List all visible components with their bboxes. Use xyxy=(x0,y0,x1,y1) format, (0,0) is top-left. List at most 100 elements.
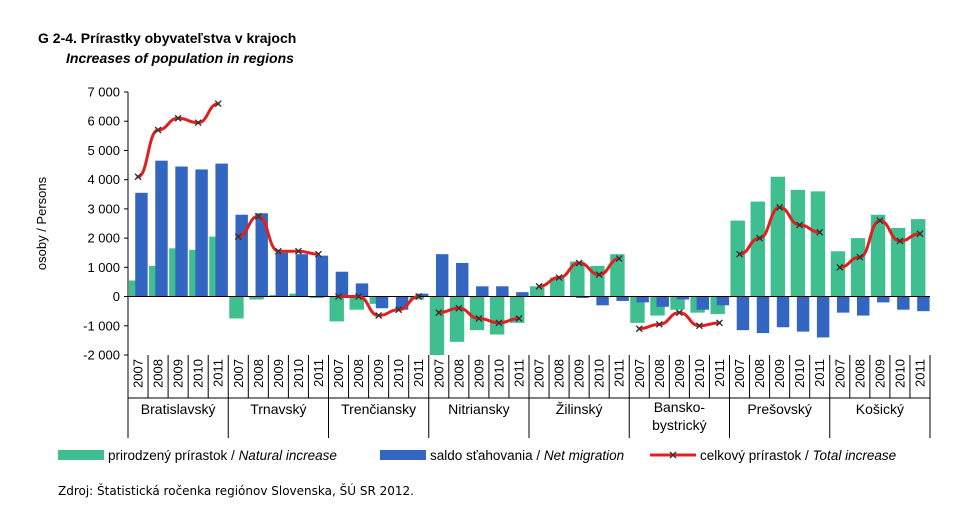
natural-bar xyxy=(449,296,465,342)
migration-bar xyxy=(315,255,329,297)
migration-bar xyxy=(516,292,529,297)
total-marker xyxy=(435,309,443,317)
region-label: bystrický xyxy=(652,417,706,433)
migration-bar xyxy=(776,296,790,328)
y-tick-label: 5 000 xyxy=(87,143,120,158)
year-label: 2007 xyxy=(331,359,346,388)
year-label: 2008 xyxy=(451,359,466,388)
year-label: 2008 xyxy=(351,359,366,388)
migration-bar xyxy=(175,166,188,297)
natural-bar xyxy=(750,201,765,297)
y-tick-label: 1 000 xyxy=(87,260,120,275)
year-label: 2010 xyxy=(592,359,607,388)
migration-bar xyxy=(857,296,870,316)
total-marker xyxy=(856,253,864,261)
year-label: 2010 xyxy=(491,359,506,388)
total-marker xyxy=(294,247,302,255)
natural-bar xyxy=(730,220,745,297)
total-marker xyxy=(535,282,543,290)
natural-bar xyxy=(910,219,926,297)
year-label: 2008 xyxy=(552,359,567,388)
total-marker xyxy=(876,217,884,225)
year-label: 2009 xyxy=(572,359,587,388)
year-label: 2010 xyxy=(391,359,406,388)
total-marker xyxy=(234,233,242,241)
year-label: 2007 xyxy=(131,359,146,388)
natural-bar xyxy=(550,277,565,297)
natural-bar xyxy=(489,296,505,335)
region-label: Bansko- xyxy=(654,399,706,415)
chart-title: G 2-4. Prírastky obyvateľstva v krajoch xyxy=(38,30,297,46)
region-label: Bratislavský xyxy=(141,401,216,417)
natural-bar xyxy=(469,296,485,331)
year-label: 2009 xyxy=(371,359,386,388)
year-label: 2007 xyxy=(231,359,246,388)
natural-bar xyxy=(830,251,846,297)
total-marker xyxy=(836,263,844,271)
natural-bar xyxy=(570,261,585,297)
total-marker xyxy=(756,234,764,242)
year-label: 2011 xyxy=(311,359,326,387)
migration-bar xyxy=(476,286,489,297)
migration-bar xyxy=(215,163,228,297)
legend-label: saldo sťahovania / Net migration xyxy=(430,448,624,463)
year-label: 2009 xyxy=(672,359,687,388)
migration-bar xyxy=(576,296,589,299)
total-line xyxy=(236,214,320,256)
y-axis-label: osoby / Persons xyxy=(34,176,49,270)
total-marker xyxy=(635,325,643,333)
natural-bar xyxy=(890,227,906,297)
year-label: 2011 xyxy=(511,359,526,387)
total-marker xyxy=(455,304,463,312)
region-label: Prešovský xyxy=(747,401,812,417)
legend-marker xyxy=(669,451,677,459)
total-marker xyxy=(816,228,824,236)
year-label: 2008 xyxy=(652,359,667,388)
total-marker xyxy=(214,100,222,108)
natural-bar xyxy=(309,296,324,299)
natural-bar xyxy=(870,214,886,297)
natural-bar xyxy=(670,296,685,310)
year-label: 2009 xyxy=(772,359,787,388)
year-label: 2011 xyxy=(712,359,727,387)
migration-bar xyxy=(135,192,148,297)
migration-bar xyxy=(676,296,689,300)
total-marker xyxy=(375,312,383,320)
migration-bar xyxy=(435,254,449,297)
total-marker xyxy=(174,114,182,122)
total-marker xyxy=(515,314,523,322)
year-label: 2011 xyxy=(812,359,827,387)
migration-bar xyxy=(275,252,288,297)
total-marker xyxy=(274,247,282,255)
year-label: 2010 xyxy=(892,359,907,388)
migration-bar xyxy=(696,296,710,310)
year-label: 2010 xyxy=(692,359,707,388)
migration-bar xyxy=(155,160,168,297)
natural-bar xyxy=(249,296,264,300)
year-label: 2008 xyxy=(151,359,166,388)
y-tick-label: -2 000 xyxy=(83,348,120,363)
region-label: Nitriansky xyxy=(448,401,509,417)
y-tick-label: 3 000 xyxy=(87,201,120,216)
year-label: 2009 xyxy=(471,359,486,388)
migration-bar xyxy=(897,296,910,310)
migration-bar xyxy=(756,296,770,334)
natural-bar xyxy=(329,296,344,322)
natural-bar xyxy=(229,296,244,319)
total-marker xyxy=(495,319,503,327)
migration-bar xyxy=(375,296,389,309)
legend-swatch xyxy=(380,450,426,460)
migration-bar xyxy=(456,262,469,297)
source-note: Zdroj: Štatistická ročenka regiónov Slov… xyxy=(58,484,414,498)
year-label: 2011 xyxy=(211,359,226,387)
natural-bar xyxy=(429,296,445,355)
region-label: Trnavský xyxy=(250,401,306,417)
total-marker xyxy=(395,306,403,314)
total-marker xyxy=(916,230,924,238)
migration-bar xyxy=(255,213,268,297)
total-marker xyxy=(715,319,723,327)
total-marker xyxy=(655,320,663,328)
migration-bar xyxy=(616,296,629,301)
region-label: Trenčiansky xyxy=(341,401,416,417)
total-marker xyxy=(736,250,744,258)
